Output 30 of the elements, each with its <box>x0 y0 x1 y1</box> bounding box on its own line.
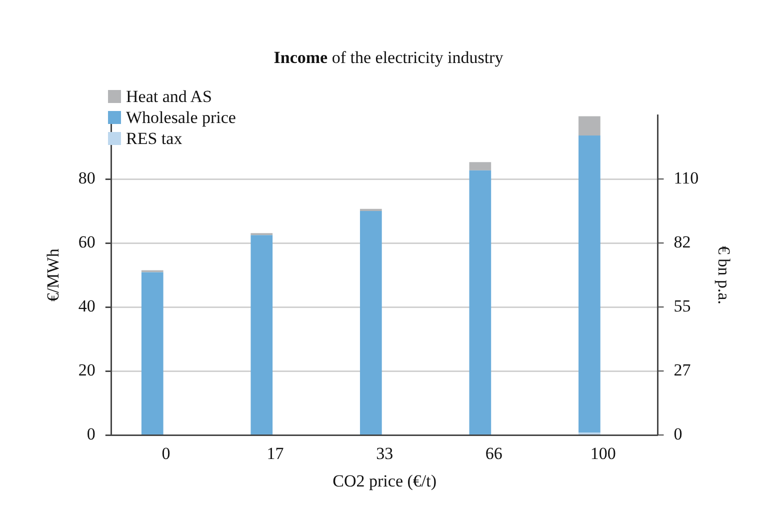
y2-axis-title: € bn p.a. <box>714 246 734 304</box>
x-tick-label: 0 <box>162 444 170 463</box>
y-axis-title: €/MWh <box>44 248 63 302</box>
bar <box>469 170 492 434</box>
y2-tick-label: 0 <box>674 424 682 444</box>
x-tick-label: 33 <box>376 444 394 463</box>
y-tick-label: 0 <box>86 424 96 444</box>
bar <box>469 162 492 170</box>
legend-label: Wholesale price <box>126 108 236 128</box>
bar <box>578 135 600 433</box>
bar <box>360 211 382 434</box>
y2-tick-label: 27 <box>674 360 692 380</box>
x-tick-label: 17 <box>266 444 284 463</box>
chart-title: Income of the electricity industry <box>272 48 504 68</box>
y-tick-label: 80 <box>78 168 96 188</box>
y-tick-label: 60 <box>78 232 96 252</box>
y2-tick-label: 110 <box>674 168 699 188</box>
y-tick-label: 40 <box>78 296 96 316</box>
y2-tick-label: 55 <box>674 296 691 316</box>
bar <box>360 208 382 212</box>
x-axis-title: CO2 price (€/t) <box>332 471 436 490</box>
bar <box>141 272 164 434</box>
x-tick-label: 100 <box>590 444 616 463</box>
y2-tick-label: 82 <box>674 232 691 252</box>
bar <box>250 235 273 434</box>
legend-label: RES tax <box>126 128 182 148</box>
bar <box>578 116 600 136</box>
x-tick-label: 66 <box>485 444 502 463</box>
legend-label: Heat and AS <box>126 86 212 106</box>
y-tick-label: 20 <box>78 360 96 380</box>
